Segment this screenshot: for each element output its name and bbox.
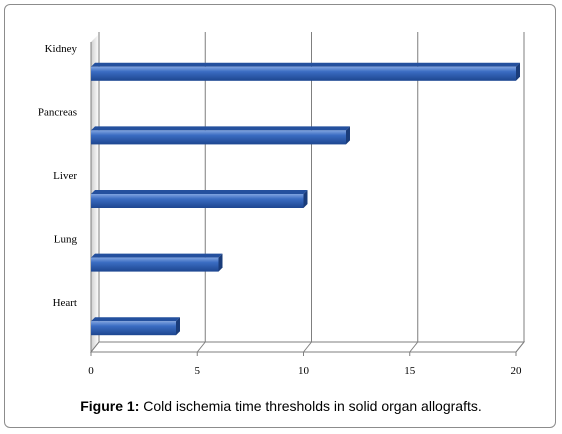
- bar-layer: [91, 62, 520, 336]
- bar-heart: [91, 317, 180, 336]
- bar-side-face: [516, 62, 520, 81]
- floor-gridline: [196, 341, 206, 353]
- x-tick-label: 5: [195, 365, 201, 377]
- bar-front-face: [91, 257, 219, 272]
- bar-liver: [91, 190, 308, 208]
- floor-gridline: [515, 341, 525, 353]
- bar-side-face: [346, 126, 350, 145]
- bar-top-face: [91, 190, 308, 194]
- bar-front-face: [91, 130, 346, 145]
- bar-lung: [91, 253, 223, 272]
- bar-side-face: [176, 317, 180, 336]
- label-layer: 0 5 10 15 20 Kidney Pancreas Liver Lung Heart: [38, 43, 522, 377]
- bar-top-face: [91, 317, 180, 322]
- bar-kidney: [91, 62, 520, 81]
- bar-front-face: [91, 66, 516, 81]
- category-label-liver: Liver: [53, 170, 77, 182]
- bar-top-face: [91, 62, 520, 67]
- bar-top-face: [91, 126, 350, 131]
- category-label-pancreas: Pancreas: [38, 106, 77, 118]
- x-tick-label: 20: [511, 365, 523, 377]
- category-label-heart: Heart: [53, 297, 77, 309]
- x-tick-label: 15: [404, 365, 416, 377]
- caption-text: Cold ischemia time thresholds in solid o…: [139, 398, 482, 414]
- figure-caption: Figure 1: Cold ischemia time thresholds …: [0, 398, 562, 414]
- x-tick-label: 10: [298, 365, 310, 377]
- floor-gridline: [303, 341, 312, 353]
- caption-label: Figure 1:: [80, 398, 140, 414]
- bar-top-face: [91, 253, 223, 258]
- bar-front-face: [91, 194, 304, 208]
- bar-side-face: [303, 190, 308, 208]
- bar-front-face: [91, 321, 176, 336]
- x-tick-label: 0: [88, 365, 94, 377]
- floor-gridline: [90, 341, 100, 353]
- category-label-kidney: Kidney: [45, 43, 78, 55]
- bar-side-face: [218, 253, 223, 272]
- category-label-lung: Lung: [54, 234, 78, 246]
- bar-pancreas: [91, 126, 350, 145]
- floor-gridline: [409, 341, 419, 353]
